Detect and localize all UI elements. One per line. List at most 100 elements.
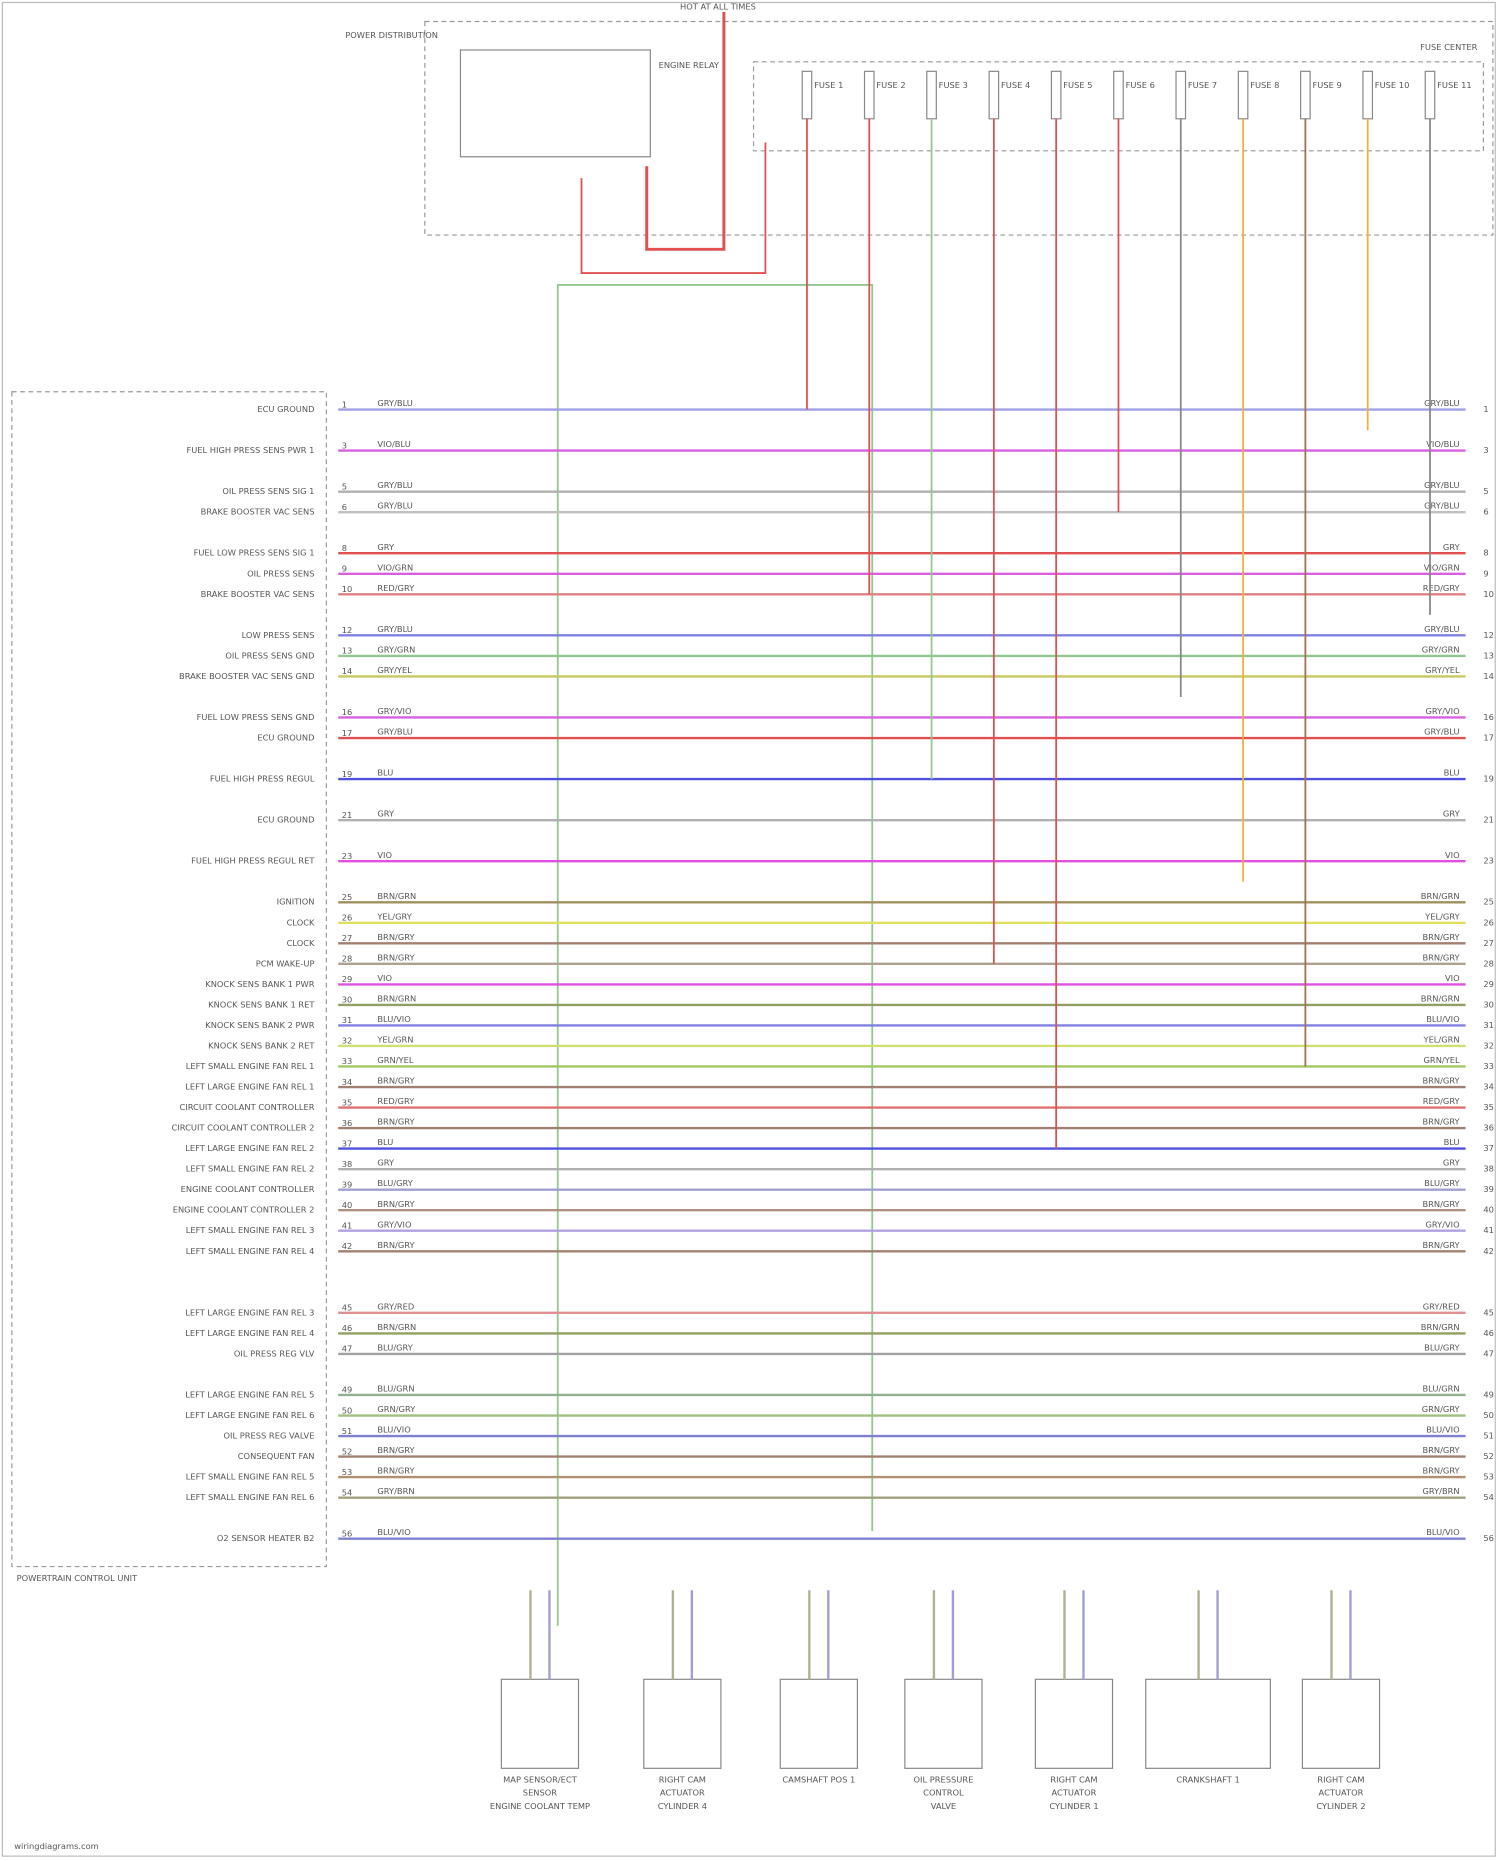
wire-code: YEL/GRY bbox=[376, 911, 412, 921]
pin-number: 46 bbox=[342, 1323, 353, 1333]
pin-number: 8 bbox=[342, 543, 347, 553]
wire-code-right: BRN/GRY bbox=[1422, 1199, 1460, 1209]
pin-number: 23 bbox=[342, 851, 353, 861]
pin-label: BRAKE BOOSTER VAC SENS GND bbox=[179, 671, 314, 681]
wire-code-right: VIO bbox=[1445, 850, 1460, 860]
pin-number-right: 34 bbox=[1483, 1082, 1494, 1092]
wire-code-right: GRY/BLU bbox=[1424, 727, 1460, 737]
pin-number: 35 bbox=[342, 1097, 353, 1107]
pin-number: 45 bbox=[342, 1303, 353, 1313]
pin-number: 34 bbox=[342, 1077, 353, 1087]
component-label: ACTUATOR bbox=[660, 1788, 705, 1798]
pin-label: LEFT LARGE ENGINE FAN REL 5 bbox=[185, 1389, 314, 1399]
wire-code: VIO bbox=[377, 850, 392, 860]
pin-number-right: 39 bbox=[1483, 1184, 1494, 1194]
pins: ECU GROUND 1 GRY/BLU GRY/BLU 1 FUEL HIGH PRES… bbox=[172, 398, 1494, 1543]
pin-number: 56 bbox=[342, 1528, 353, 1538]
pin-number-right: 51 bbox=[1483, 1431, 1494, 1441]
wire-code: YEL/GRN bbox=[376, 1035, 413, 1045]
fuse-label: FUSE 8 bbox=[1250, 80, 1279, 90]
pin-label: OIL PRESS SENS bbox=[247, 568, 314, 578]
wire-code: GRY bbox=[377, 542, 395, 552]
wire-code: GRY/YEL bbox=[377, 665, 412, 675]
wire-code-right: YEL/GRN bbox=[1423, 1035, 1460, 1045]
wire-code: GRY/RED bbox=[377, 1301, 414, 1311]
pin-number: 31 bbox=[342, 1015, 353, 1025]
component-label: RIGHT CAM bbox=[1317, 1775, 1364, 1785]
pin-number: 14 bbox=[342, 666, 353, 676]
wire-code-right: RED/GRY bbox=[1423, 583, 1461, 593]
pin-label: PCM WAKE-UP bbox=[256, 958, 315, 968]
pin-label: KNOCK SENS BANK 2 RET bbox=[208, 1040, 315, 1050]
pin-number: 47 bbox=[342, 1344, 353, 1354]
pin-number-right: 37 bbox=[1483, 1143, 1494, 1153]
wire-code-right: VIO bbox=[1445, 973, 1460, 983]
pin-label: KNOCK SENS BANK 2 PWR bbox=[205, 1020, 314, 1030]
pin-label: IGNITION bbox=[277, 897, 315, 907]
pin-number-right: 52 bbox=[1483, 1451, 1494, 1461]
pin-number-right: 30 bbox=[1483, 999, 1494, 1009]
pin-number: 36 bbox=[342, 1118, 353, 1128]
pin-number: 50 bbox=[342, 1405, 353, 1415]
pin-number: 13 bbox=[342, 646, 353, 656]
pin-label: FUEL LOW PRESS SENS GND bbox=[197, 712, 315, 722]
pin-number-right: 16 bbox=[1483, 712, 1494, 722]
wire-code: BLU/GRY bbox=[377, 1178, 413, 1188]
pin-number-right: 47 bbox=[1483, 1348, 1494, 1358]
pin-number: 16 bbox=[342, 707, 353, 717]
pin-number-right: 27 bbox=[1483, 938, 1494, 948]
wire-code-right: BRN/GRY bbox=[1422, 1117, 1460, 1127]
wire-code-right: VIO/BLU bbox=[1426, 439, 1459, 449]
wire-code: BLU/VIO bbox=[377, 1425, 411, 1435]
wire-code: GRY/BRN bbox=[377, 1486, 414, 1496]
wire-code: BRN/GRY bbox=[377, 1466, 415, 1476]
pin-number: 37 bbox=[342, 1138, 353, 1148]
pin-label: O2 SENSOR HEATER B2 bbox=[217, 1533, 315, 1543]
pin-number-right: 35 bbox=[1483, 1102, 1494, 1112]
component bbox=[1301, 1678, 1381, 1769]
relay-wire bbox=[580, 142, 767, 274]
pin-number: 33 bbox=[342, 1056, 353, 1066]
component-label: CRANKSHAFT 1 bbox=[1176, 1775, 1239, 1785]
fuse-box bbox=[424, 20, 1494, 236]
fuse-label: FUSE 2 bbox=[876, 80, 905, 90]
wire-code: GRY/BLU bbox=[377, 727, 413, 737]
wire-code-right: GRY/BLU bbox=[1424, 480, 1460, 490]
pin-label: BRAKE BOOSTER VAC SENS bbox=[201, 507, 315, 517]
pin-label: LEFT SMALL ENGINE FAN REL 2 bbox=[186, 1164, 315, 1174]
wire-code: BRN/GRY bbox=[377, 1076, 415, 1086]
pin-number-right: 5 bbox=[1483, 486, 1488, 496]
wire-code-right: GRY/GRN bbox=[1422, 644, 1460, 654]
pin-number: 27 bbox=[342, 933, 353, 943]
pin-label: LEFT LARGE ENGINE FAN REL 4 bbox=[185, 1328, 314, 1338]
pin-number-right: 21 bbox=[1483, 815, 1494, 825]
wire-code-right: BRN/GRN bbox=[1421, 891, 1460, 901]
pin-number: 21 bbox=[342, 810, 353, 820]
wire-code: VIO bbox=[377, 973, 392, 983]
wire-code-right: BLU bbox=[1444, 768, 1460, 778]
pin-number: 26 bbox=[342, 913, 353, 923]
component-label: SENSOR bbox=[523, 1788, 558, 1798]
pin-number: 12 bbox=[342, 625, 353, 635]
pin-number-right: 13 bbox=[1483, 650, 1494, 660]
pin-number: 5 bbox=[342, 481, 347, 491]
fuse-label: FUSE 10 bbox=[1375, 80, 1410, 90]
fuse-label: FUSE 9 bbox=[1313, 80, 1342, 90]
fuse-label: FUSE 7 bbox=[1188, 80, 1217, 90]
pin-number-right: 12 bbox=[1483, 630, 1494, 640]
wire-code-right: BRN/GRN bbox=[1421, 993, 1460, 1003]
pin-label: LEFT LARGE ENGINE FAN REL 1 bbox=[185, 1082, 314, 1092]
wire-code: BLU bbox=[377, 1137, 393, 1147]
pcm-title: POWERTRAIN CONTROL UNIT bbox=[17, 1573, 138, 1583]
pin-label: LEFT SMALL ENGINE FAN REL 3 bbox=[186, 1225, 315, 1235]
pin-number-right: 23 bbox=[1483, 856, 1494, 866]
wire-code-right: BRN/GRN bbox=[1421, 1322, 1460, 1332]
pin-number-right: 17 bbox=[1483, 733, 1494, 743]
component-label: CYLINDER 1 bbox=[1049, 1801, 1098, 1811]
pin-number-right: 31 bbox=[1483, 1020, 1494, 1030]
wire-code: GRY bbox=[377, 1158, 395, 1168]
pin-number: 19 bbox=[342, 769, 353, 779]
pin-number-right: 42 bbox=[1483, 1246, 1494, 1256]
